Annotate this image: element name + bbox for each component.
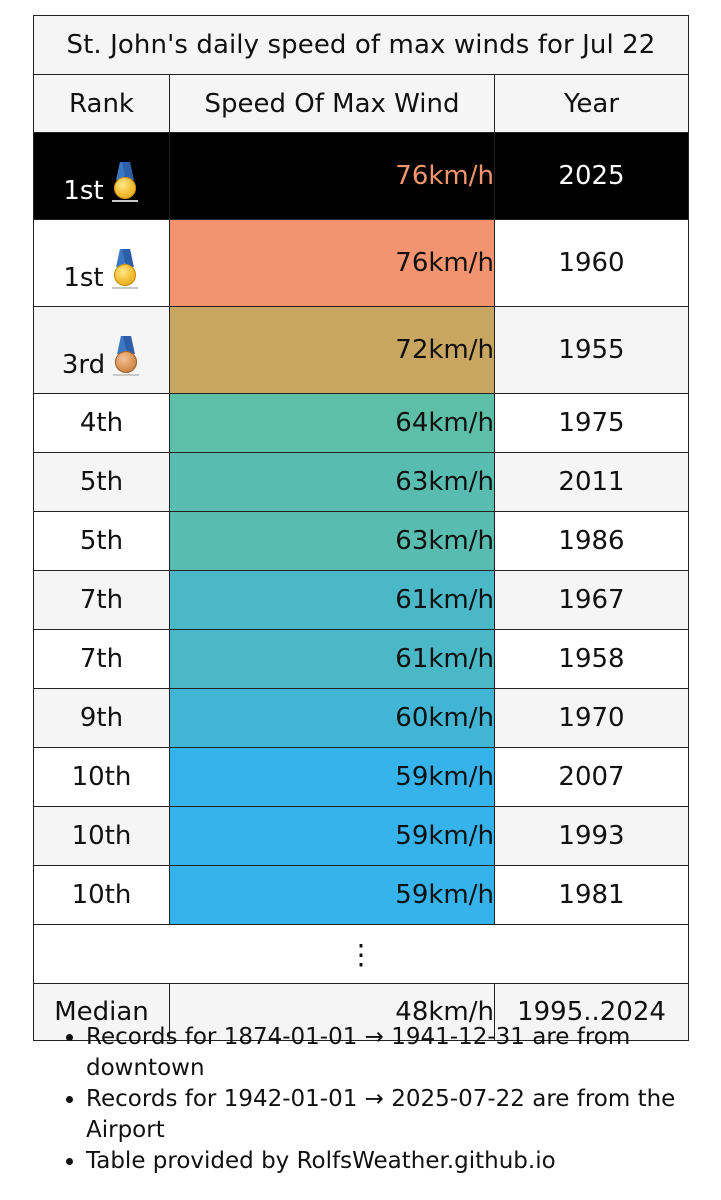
rank-cell: 10th (33, 747, 170, 807)
note-item: Records for 1874-01-01 → 1941-12-31 are … (86, 1022, 721, 1084)
rank-cell: 10th (33, 865, 170, 925)
table-row: 1st 76km/h 2025 (33, 132, 689, 220)
speed-cell: 59km/h (169, 865, 495, 925)
median-years: 1995..2024 (494, 983, 689, 1041)
ellipsis-icon: ⋮ (33, 924, 689, 984)
speed-cell: 76km/h (169, 219, 495, 307)
rank-label: 1st (63, 263, 104, 293)
rank-cell: 7th (33, 629, 170, 689)
records-table: St. John's daily speed of max winds for … (33, 15, 689, 1041)
table-row: 3rd 72km/h 1955 (33, 306, 689, 394)
rank-cell: 1st (33, 219, 170, 307)
speed-cell: 60km/h (169, 688, 495, 748)
table-row: 7th 61km/h 1967 (33, 570, 689, 630)
table-row: 5th 63km/h 1986 (33, 511, 689, 571)
ellipsis-row: ⋮ (33, 924, 689, 984)
table-row: 10th 59km/h 1981 (33, 865, 689, 925)
rank-label: 7th (79, 644, 124, 674)
note-item: Records for 1942-01-01 → 2025-07-22 are … (86, 1084, 721, 1146)
year-cell: 1955 (494, 306, 689, 394)
rank-label: 3rd (61, 350, 106, 380)
speed-cell: 64km/h (169, 393, 495, 453)
gold-medal-icon (110, 162, 140, 202)
year-cell: 1986 (494, 511, 689, 571)
table-row: 4th 64km/h 1975 (33, 393, 689, 453)
speed-cell: 76km/h (169, 132, 495, 220)
table-row: 9th 60km/h 1970 (33, 688, 689, 748)
table-row: 10th 59km/h 2007 (33, 747, 689, 807)
rank-cell: 4th (33, 393, 170, 453)
year-cell: 1975 (494, 393, 689, 453)
rank-label: 5th (79, 467, 124, 497)
table-title: St. John's daily speed of max winds for … (33, 15, 689, 75)
table-row: 1st 76km/h 1960 (33, 219, 689, 307)
rank-cell: 5th (33, 511, 170, 571)
rank-label: 9th (79, 703, 124, 733)
speed-cell: 63km/h (169, 511, 495, 571)
rank-label: 10th (71, 880, 132, 910)
header-rank: Rank (33, 74, 170, 133)
year-cell: 2025 (494, 132, 689, 220)
rank-cell: 5th (33, 452, 170, 512)
year-cell: 2007 (494, 747, 689, 807)
rank-label: 10th (71, 821, 132, 851)
bronze-medal-icon (111, 336, 141, 376)
header-year: Year (494, 74, 689, 133)
median-speed: 48km/h (169, 983, 495, 1041)
rank-label: 5th (79, 526, 124, 556)
year-cell: 1967 (494, 570, 689, 630)
year-cell: 1981 (494, 865, 689, 925)
notes-list: Records for 1874-01-01 → 1941-12-31 are … (50, 1022, 721, 1177)
table-row: 5th 63km/h 2011 (33, 452, 689, 512)
speed-cell: 72km/h (169, 306, 495, 394)
year-cell: 1960 (494, 219, 689, 307)
rank-cell: 3rd (33, 306, 170, 394)
rank-cell: 7th (33, 570, 170, 630)
rank-label: 1st (63, 176, 104, 206)
speed-cell: 61km/h (169, 629, 495, 689)
speed-cell: 63km/h (169, 452, 495, 512)
year-cell: 1958 (494, 629, 689, 689)
median-label: Median (33, 983, 170, 1041)
table-row: 10th 59km/h 1993 (33, 806, 689, 866)
speed-cell: 61km/h (169, 570, 495, 630)
rank-cell: 1st (33, 132, 170, 220)
rank-label: 7th (79, 585, 124, 615)
rank-cell: 10th (33, 806, 170, 866)
median-row: Median 48km/h 1995..2024 (33, 983, 689, 1041)
speed-cell: 59km/h (169, 747, 495, 807)
gold-medal-icon (110, 249, 140, 289)
table-row: 7th 61km/h 1958 (33, 629, 689, 689)
rank-label: 4th (79, 408, 124, 438)
year-cell: 2011 (494, 452, 689, 512)
note-item: Table provided by RolfsWeather.github.io (86, 1146, 721, 1177)
rank-label: 10th (71, 762, 132, 792)
year-cell: 1970 (494, 688, 689, 748)
year-cell: 1993 (494, 806, 689, 866)
speed-cell: 59km/h (169, 806, 495, 866)
rank-cell: 9th (33, 688, 170, 748)
header-speed: Speed Of Max Wind (169, 74, 495, 133)
